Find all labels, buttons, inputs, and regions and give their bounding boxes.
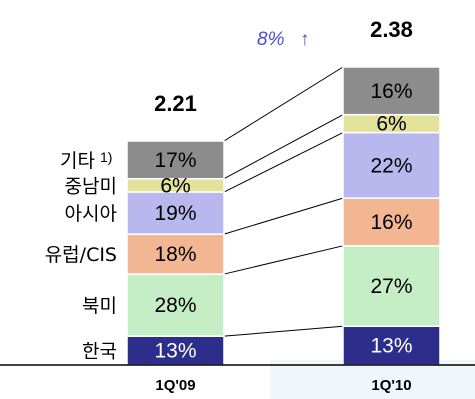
total-value-label: 2.38 bbox=[370, 17, 413, 42]
bar-segment bbox=[342, 245, 441, 328]
segment-value-label: 6% bbox=[376, 113, 406, 136]
connector-line bbox=[223, 325, 344, 337]
growth-arrow-icon: ↑ bbox=[300, 29, 310, 50]
bar-segment bbox=[342, 66, 441, 116]
category-label: 1Q'10 bbox=[371, 377, 411, 394]
segment-value-label: 17% bbox=[154, 149, 196, 172]
segment-value-label: 13% bbox=[154, 340, 196, 363]
segment-value-label: 16% bbox=[370, 80, 412, 103]
connector-line bbox=[223, 132, 344, 193]
segment-value-label: 22% bbox=[370, 154, 412, 177]
labels: 13%28%18%19%6%17%13%27%16%22%6%16%1Q'09 1… bbox=[45, 17, 413, 394]
bar-segment bbox=[126, 191, 225, 235]
segment-value-label: 18% bbox=[154, 243, 196, 266]
bar-segment bbox=[126, 233, 225, 275]
segment-value-label: 13% bbox=[370, 335, 412, 358]
bar-segment bbox=[126, 140, 225, 180]
segment-value-label: 16% bbox=[370, 211, 412, 234]
series-label: 북미 bbox=[82, 295, 117, 317]
category-label: 1Q'09 bbox=[155, 377, 195, 394]
bar-segment bbox=[126, 335, 225, 366]
series-label: 기타 bbox=[60, 150, 95, 172]
bottom-gradient-band bbox=[270, 360, 475, 399]
segment-value-label: 6% bbox=[160, 174, 190, 197]
bars bbox=[126, 66, 441, 366]
connector-line bbox=[223, 114, 344, 180]
bar-segment bbox=[342, 197, 441, 247]
segment-value-label: 28% bbox=[154, 294, 196, 317]
connector-line bbox=[223, 66, 344, 142]
segment-value-label: 27% bbox=[370, 275, 412, 298]
series-label: 유럽/CIS bbox=[45, 244, 117, 266]
connector-line bbox=[223, 197, 344, 235]
footnote-mark: 1) bbox=[100, 149, 112, 165]
total-value-label: 2.21 bbox=[154, 91, 197, 116]
connector-lines bbox=[223, 66, 344, 337]
series-label: 아시아 bbox=[65, 203, 117, 225]
series-label: 한국 bbox=[82, 341, 117, 363]
bar-segment bbox=[342, 325, 441, 366]
series-label: 중남미 bbox=[65, 175, 117, 197]
segment-value-label: 19% bbox=[154, 202, 196, 225]
growth-annotation: 8% bbox=[257, 29, 285, 50]
connector-line bbox=[223, 245, 344, 275]
bar-segment bbox=[342, 131, 441, 199]
